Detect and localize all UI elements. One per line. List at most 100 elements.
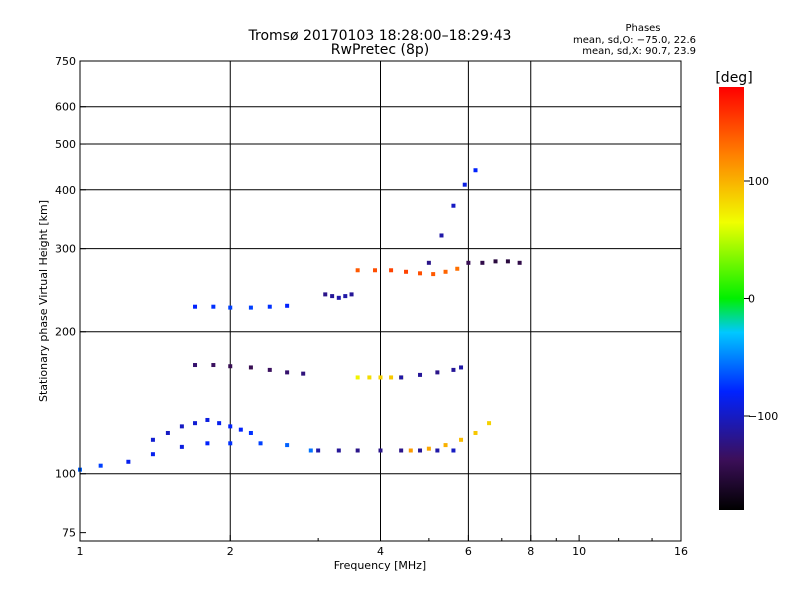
- data-point: [205, 441, 210, 446]
- data-point: [462, 182, 467, 187]
- data-point: [418, 271, 423, 276]
- data-point: [399, 448, 404, 453]
- x-tick-label: 4: [377, 545, 384, 558]
- data-point: [349, 292, 354, 297]
- data-point: [267, 304, 272, 309]
- data-point: [355, 375, 360, 380]
- data-point: [228, 364, 233, 369]
- data-point: [431, 272, 436, 277]
- data-point: [451, 203, 456, 208]
- data-point: [258, 441, 263, 446]
- data-point: [248, 365, 253, 370]
- data-point: [179, 444, 184, 449]
- data-point: [150, 452, 155, 457]
- data-point: [443, 269, 448, 274]
- x-tick-label: 2: [227, 545, 234, 558]
- data-point: [301, 371, 306, 376]
- data-point: [330, 294, 335, 299]
- data-point: [285, 443, 290, 448]
- data-point: [193, 421, 198, 426]
- data-point: [367, 375, 372, 380]
- data-point: [248, 305, 253, 310]
- data-point: [179, 424, 184, 429]
- data-point: [217, 421, 222, 426]
- data-point: [404, 269, 409, 274]
- y-tick-label: 750: [55, 55, 76, 68]
- y-tick-label: 200: [55, 326, 76, 339]
- y-tick-label: 75: [62, 527, 76, 540]
- data-point: [150, 437, 155, 442]
- stats-line-o: mean, sd,O: −75.0, 22.6: [573, 35, 696, 46]
- colorbar-tick-label: 0: [748, 293, 755, 306]
- data-point: [285, 370, 290, 375]
- plot-grid: [80, 61, 681, 541]
- data-point: [480, 260, 485, 265]
- colorbar-tick-label: 100: [748, 175, 769, 188]
- colorbar-tick-label: −100: [748, 410, 778, 423]
- data-point: [285, 303, 290, 308]
- data-point: [205, 417, 210, 422]
- data-point: [355, 448, 360, 453]
- data-point: [248, 430, 253, 435]
- data-point: [517, 260, 522, 265]
- data-point: [459, 437, 464, 442]
- data-point: [228, 424, 233, 429]
- data-point: [505, 259, 510, 264]
- data-points: [78, 168, 522, 472]
- chart-title: Tromsø 20170103 18:28:00–18:29:43: [248, 28, 512, 44]
- chart-subtitle: RwPretec (8p): [331, 42, 429, 58]
- x-tick-label: 1: [77, 545, 84, 558]
- data-point: [378, 448, 383, 453]
- data-point: [98, 463, 103, 468]
- x-axis-label: Frequency [MHz]: [334, 559, 426, 572]
- data-point: [389, 375, 394, 380]
- data-point: [443, 443, 448, 448]
- x-tick-label: 16: [674, 545, 688, 558]
- data-point: [238, 427, 243, 432]
- data-point: [408, 448, 413, 453]
- data-point: [373, 268, 378, 273]
- data-point: [435, 370, 440, 375]
- data-point: [165, 430, 170, 435]
- data-point: [267, 367, 272, 372]
- y-tick-label: 300: [55, 243, 76, 256]
- data-point: [228, 305, 233, 310]
- data-point: [451, 448, 456, 453]
- stats-line-x: mean, sd,X: 90.7, 23.9: [582, 46, 696, 57]
- data-point: [487, 421, 492, 426]
- data-point: [193, 363, 198, 368]
- data-point: [455, 266, 460, 271]
- y-axis-label: Stationary phase Virtual Height [km]: [37, 200, 50, 402]
- data-point: [228, 441, 233, 446]
- data-point: [378, 375, 383, 380]
- data-point: [126, 459, 131, 464]
- axis-ticks: 1 2 4 6 8 10 16 75 100 200 300 400 500 600 750: [55, 55, 688, 558]
- stats-title: Phases: [625, 23, 660, 34]
- data-point: [399, 375, 404, 380]
- y-tick-label: 100: [55, 468, 76, 481]
- data-point: [343, 294, 348, 299]
- data-point: [451, 367, 456, 372]
- data-point: [211, 363, 216, 368]
- y-tick-label: 600: [55, 101, 76, 114]
- x-tick-label: 10: [572, 545, 586, 558]
- data-point: [473, 430, 478, 435]
- colorbar: [719, 87, 744, 510]
- data-point: [459, 365, 464, 370]
- y-tick-label: 500: [55, 138, 76, 151]
- data-point: [355, 268, 360, 273]
- data-point: [473, 168, 478, 173]
- data-point: [336, 448, 341, 453]
- data-point: [439, 233, 444, 238]
- data-point: [211, 304, 216, 309]
- data-point: [493, 259, 498, 264]
- data-point: [426, 260, 431, 265]
- colorbar-label: [deg]: [715, 70, 752, 86]
- x-tick-label: 6: [465, 545, 472, 558]
- data-point: [418, 372, 423, 377]
- data-point: [426, 446, 431, 451]
- data-point: [316, 448, 321, 453]
- data-point: [308, 448, 313, 453]
